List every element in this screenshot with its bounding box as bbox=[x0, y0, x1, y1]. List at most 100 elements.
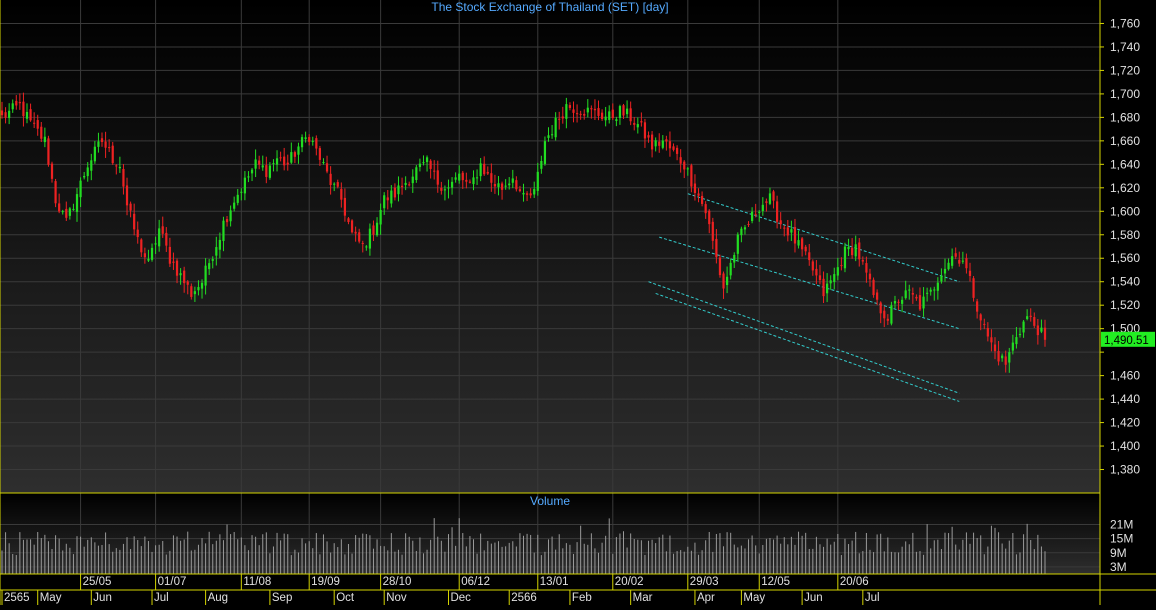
price-tick-label: 1,620 bbox=[1110, 181, 1140, 195]
candle bbox=[672, 143, 675, 152]
candle bbox=[522, 183, 525, 202]
candle bbox=[504, 179, 507, 190]
candle bbox=[240, 188, 243, 201]
candle bbox=[1029, 308, 1032, 322]
date-tick-label: 20/06 bbox=[840, 576, 869, 588]
candle bbox=[190, 283, 193, 300]
candle bbox=[129, 201, 132, 218]
candle bbox=[436, 160, 439, 193]
candle bbox=[340, 182, 343, 208]
candle bbox=[486, 166, 489, 176]
candle bbox=[572, 101, 575, 123]
candle bbox=[36, 114, 39, 136]
candle bbox=[211, 256, 214, 269]
candle bbox=[233, 196, 236, 212]
month-tick-label: Oct bbox=[336, 592, 355, 604]
candle bbox=[93, 141, 96, 164]
candle bbox=[215, 236, 218, 266]
candle bbox=[851, 238, 854, 259]
candle bbox=[761, 197, 764, 216]
candle bbox=[90, 153, 93, 181]
price-tick-label: 1,420 bbox=[1110, 416, 1140, 430]
candle bbox=[565, 97, 568, 129]
candle bbox=[158, 219, 161, 252]
candle bbox=[604, 106, 607, 127]
candle bbox=[583, 109, 586, 120]
candle bbox=[940, 268, 943, 284]
candle bbox=[325, 155, 329, 174]
candle bbox=[150, 243, 154, 262]
candle bbox=[615, 116, 618, 127]
candle bbox=[872, 277, 875, 298]
candle bbox=[147, 249, 150, 263]
candle bbox=[397, 176, 400, 202]
candle bbox=[418, 158, 422, 172]
candle bbox=[686, 167, 689, 176]
candle bbox=[304, 131, 307, 143]
price-tick-label: 1,560 bbox=[1110, 251, 1140, 265]
candle bbox=[368, 223, 372, 256]
month-tick-label: Mar bbox=[633, 592, 653, 604]
volume-panel-title: Volume bbox=[530, 494, 570, 508]
candle bbox=[1015, 327, 1018, 349]
candle bbox=[208, 259, 211, 275]
trend-line bbox=[659, 236, 960, 330]
candle bbox=[668, 131, 672, 157]
candle bbox=[736, 232, 739, 262]
candle bbox=[822, 271, 825, 304]
candle bbox=[97, 132, 100, 153]
candle bbox=[725, 266, 729, 294]
candle bbox=[72, 203, 75, 211]
candle bbox=[926, 287, 929, 302]
candle bbox=[890, 301, 893, 326]
trend-channel bbox=[648, 193, 960, 402]
price-panel-background bbox=[0, 0, 1100, 493]
candle bbox=[475, 169, 479, 185]
candle bbox=[193, 286, 196, 302]
month-tick-label: 2566 bbox=[511, 592, 537, 604]
candle bbox=[997, 341, 1000, 366]
candle bbox=[608, 105, 611, 124]
candle bbox=[461, 170, 464, 189]
candle bbox=[972, 276, 975, 302]
candle bbox=[901, 296, 904, 313]
candle bbox=[343, 188, 347, 222]
candle bbox=[861, 256, 864, 265]
candle bbox=[740, 226, 743, 243]
candle bbox=[533, 181, 536, 198]
volume-tick-label: 3M bbox=[1110, 560, 1127, 574]
candle bbox=[265, 156, 268, 184]
candle bbox=[8, 103, 11, 125]
candle bbox=[411, 169, 414, 193]
candle bbox=[308, 134, 311, 146]
candle bbox=[747, 221, 750, 228]
candle bbox=[286, 154, 289, 171]
volume-bars bbox=[1, 518, 1046, 574]
candle bbox=[447, 179, 450, 199]
candle bbox=[443, 185, 447, 201]
last-price-label: 1,490.51 bbox=[1104, 335, 1149, 347]
candle bbox=[415, 165, 418, 183]
candle bbox=[179, 268, 182, 285]
candle bbox=[640, 112, 643, 127]
candle bbox=[968, 262, 972, 282]
candle bbox=[43, 127, 46, 148]
candle bbox=[579, 110, 582, 120]
candle bbox=[247, 171, 250, 183]
candle bbox=[675, 145, 679, 161]
candle bbox=[965, 253, 968, 274]
candle bbox=[690, 163, 693, 193]
candle bbox=[729, 258, 732, 280]
candle bbox=[868, 268, 872, 287]
trend-line bbox=[687, 193, 960, 283]
candle bbox=[61, 209, 64, 215]
price-tick-label: 1,740 bbox=[1110, 40, 1140, 54]
candle bbox=[854, 235, 857, 262]
candle bbox=[915, 294, 918, 301]
candle bbox=[383, 192, 386, 215]
candle bbox=[593, 99, 597, 120]
candle bbox=[750, 207, 754, 224]
candle bbox=[1036, 318, 1039, 345]
